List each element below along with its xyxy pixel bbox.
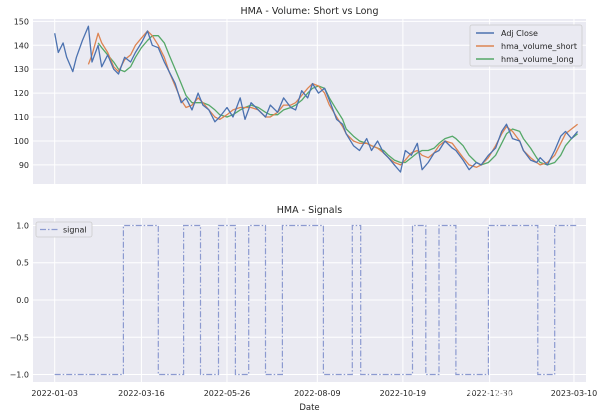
price-chart-title: HMA - Volume: Short vs Long: [241, 6, 379, 17]
x-tick-label: 2022-08-09: [294, 389, 341, 398]
x-tick-label: 2022-12-30: [466, 389, 513, 398]
price-y-tick-label: 120: [14, 89, 29, 98]
signal-legend-box: [35, 221, 93, 238]
legend-label-signal: signal: [63, 226, 87, 235]
series-line-signal: [54, 224, 578, 376]
signal-y-tick-label: −0.5: [10, 333, 29, 342]
price-y-tick-label: 110: [14, 113, 29, 122]
signal-chart-title: HMA - Signals: [277, 205, 342, 216]
price-chart-y-ticks: 90 100 110 120 130 140 150: [14, 17, 29, 169]
signal-chart: −1.0−0.50.00.51.0 2022-01-03 2022-03-16 20…: [10, 205, 598, 413]
signal-chart-y-ticks: −1.0 −0.5 0.0 0.5 1.0: [10, 221, 29, 379]
legend-label-hma-long: hma_volume_long: [501, 55, 574, 64]
price-y-tick-label: 140: [14, 41, 29, 50]
price-chart-series: [54, 25, 579, 173]
series-line-hma-volume-long: [97, 35, 579, 166]
price-y-tick-label: 150: [14, 17, 29, 26]
signal-chart-legend: signal: [35, 221, 93, 238]
price-y-tick-label: 90: [19, 161, 29, 170]
price-chart-legend: Adj Close hma_volume_short hma_volume_lo…: [469, 24, 583, 67]
series-line-hma-volume-short: [87, 30, 579, 168]
legend-label-hma-short: hma_volume_short: [501, 42, 577, 51]
price-y-tick-label: 130: [14, 65, 29, 74]
price-y-tick-label: 100: [14, 137, 29, 146]
signal-y-tick-label: 0.5: [16, 259, 29, 268]
signal-y-tick-label: −1.0: [10, 371, 29, 380]
x-tick-label: 2022-01-03: [31, 389, 78, 398]
signal-y-tick-label: 1.0: [16, 221, 29, 230]
signal-chart-x-ticks: 2022-01-03 2022-03-16 2022-05-26 2022-08-09…: [31, 389, 597, 398]
signal-y-tick-label: 0.0: [16, 296, 29, 305]
x-tick-label: 2022-10-19: [380, 389, 427, 398]
x-tick-label: 2022-05-26: [204, 389, 251, 398]
x-axis-label: Date: [299, 403, 319, 413]
signal-chart-series: [54, 224, 578, 376]
legend-label-adj-close: Adj Close: [501, 29, 538, 38]
watermark: 知乎 @deephub: [452, 385, 545, 399]
price-chart: 90 100 110 120 130 140 150 HMA - Volume: Short…: [14, 6, 586, 184]
x-tick-label: 2022-03-16: [118, 389, 165, 398]
series-line-adj-close: [54, 25, 579, 173]
x-tick-label: 2023-03-10: [551, 389, 598, 398]
legend-box: [469, 24, 583, 67]
